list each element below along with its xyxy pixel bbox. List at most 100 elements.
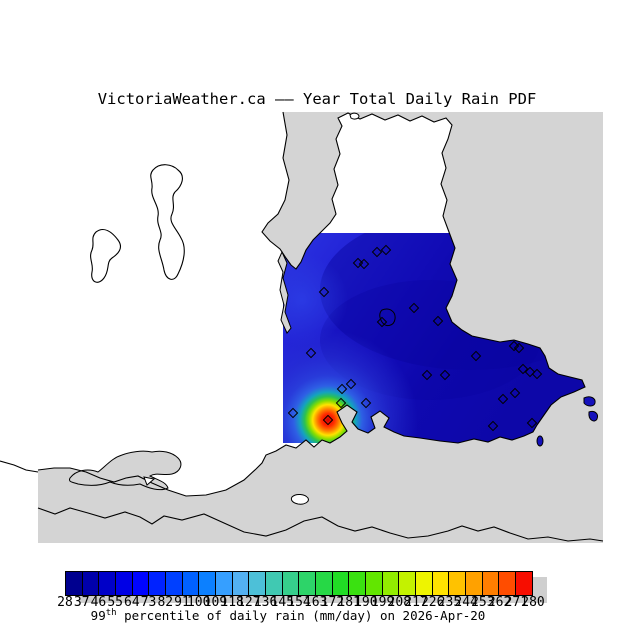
station-marker <box>487 420 499 432</box>
colorbar-segment <box>282 572 300 595</box>
colorbar-tick-label: 181 <box>337 595 361 610</box>
sooke-lake-outline <box>90 229 121 283</box>
colorbar-tick-label: 118 <box>220 595 244 610</box>
colorbar-segment <box>82 572 100 595</box>
discovery-island <box>588 411 598 422</box>
station-marker <box>322 414 334 426</box>
colorbar-tick-label: 190 <box>354 595 378 610</box>
page-title: VictoriaWeather.ca —— Year Total Daily R… <box>97 90 537 108</box>
colorbar-tick-label: 82 <box>157 595 174 610</box>
station-marker <box>421 369 433 381</box>
olympic-peninsula-coastline <box>37 507 604 542</box>
colorbar-tick-label: 271 <box>504 595 529 610</box>
colorbar <box>65 571 533 596</box>
colorbar-tick-label: 91 <box>174 595 190 610</box>
colorbar-tick-label: 226 <box>420 595 445 610</box>
station-marker <box>517 363 529 375</box>
elk-lake-outline <box>379 308 396 327</box>
colorbar-tick-label: 235 <box>437 595 462 610</box>
strait-and-haro-water <box>38 112 603 543</box>
colorbar-segment <box>116 572 133 595</box>
vancouver-island-west-coastline <box>0 460 39 473</box>
colorbar-tick-label: 73 <box>140 595 157 610</box>
colorbar-segment <box>366 572 383 595</box>
shawnigan-lake-outline <box>150 164 185 280</box>
station-marker <box>287 407 299 419</box>
colorbar-segment <box>316 572 333 595</box>
station-marker <box>376 316 388 328</box>
caption-rest: percentile of daily rain (mm/day) on 202… <box>116 608 486 624</box>
station-marker <box>305 347 317 359</box>
colorbar-segment <box>132 572 150 595</box>
rain-field-contour-halo <box>283 254 348 346</box>
station-marker <box>371 246 383 258</box>
colorbar-segment <box>299 572 317 595</box>
colorbar-segment <box>182 572 200 595</box>
colorbar-segment <box>332 572 350 595</box>
colorbar-segment <box>349 572 367 595</box>
colorbar-caption: 99th percentile of daily rain (mm/day) o… <box>91 608 486 623</box>
colorbar-segment <box>149 572 167 595</box>
whiffin-spit-islet <box>143 476 156 486</box>
coastline <box>37 111 586 497</box>
station-marker <box>335 397 347 409</box>
colorbar-tick-label: 154 <box>287 595 311 610</box>
station-marker <box>432 315 444 327</box>
colorbar-tick-label: 64 <box>124 595 140 610</box>
colorbar-segment <box>399 572 417 595</box>
colorbar-tick-label: 28 <box>57 595 73 610</box>
colorbar-segment <box>416 572 433 595</box>
station-marker <box>531 368 543 380</box>
colorbar-tick-label: 145 <box>270 595 295 610</box>
colorbar-segment <box>249 572 267 595</box>
colorbar-segment <box>166 572 183 595</box>
station-markers <box>287 244 543 432</box>
colorbar-tick-label: 37 <box>73 595 90 610</box>
finlayson-arm-water <box>277 250 292 334</box>
station-marker <box>509 387 521 399</box>
colorbar-tick-label: 136 <box>253 595 278 610</box>
colorbar-tick-label: 217 <box>404 595 428 610</box>
colorbar-tick-label: 163 <box>303 595 328 610</box>
colorbar-segment <box>482 572 500 595</box>
colorbar-tick-label: 109 <box>203 595 228 610</box>
colorbar-tick-label: 172 <box>320 595 345 610</box>
station-marker <box>380 244 392 256</box>
station-marker <box>358 258 370 270</box>
piers-island-outline <box>349 112 360 120</box>
colorbar-tick-label: 280 <box>521 595 545 610</box>
colorbar-tick-labels: 28 37 46 55 64 73 82 91 100 109 118 127 136 145 154 163… <box>57 595 545 610</box>
caption-superscript: th <box>105 608 117 618</box>
station-marker <box>345 378 357 390</box>
colorbar-segment <box>66 572 83 595</box>
colorbar-segment <box>466 572 483 595</box>
colorbar-tick-label: 127 <box>237 595 261 610</box>
colorbar-segment <box>266 572 283 595</box>
station-marker <box>497 393 509 405</box>
colorbar-segment <box>99 572 117 595</box>
colorbar-segment <box>499 572 517 595</box>
colorbar-tick-label: 46 <box>90 595 107 610</box>
colorbar-segment <box>199 572 217 595</box>
colorbar-segment <box>516 572 532 595</box>
station-marker <box>508 340 520 352</box>
colorbar-tick-label: 199 <box>370 595 395 610</box>
station-marker <box>439 369 451 381</box>
colorbar-segment <box>432 572 450 595</box>
colorbar-segment <box>232 572 250 595</box>
chatham-island <box>583 396 596 407</box>
trial-island <box>536 435 544 447</box>
colorbar-tick-label: 100 <box>186 595 211 610</box>
colorbar-tick-label: 244 <box>454 595 478 610</box>
colorbar-tick-label: 208 <box>387 595 412 610</box>
colorbar-tick-label: 253 <box>471 595 495 610</box>
station-marker <box>526 417 538 429</box>
colorbar-segment <box>449 572 467 595</box>
station-marker <box>360 397 372 409</box>
station-marker <box>336 383 348 395</box>
sooke-basin-water <box>69 450 182 491</box>
race-rocks-islet <box>290 494 309 505</box>
station-marker <box>318 286 330 298</box>
